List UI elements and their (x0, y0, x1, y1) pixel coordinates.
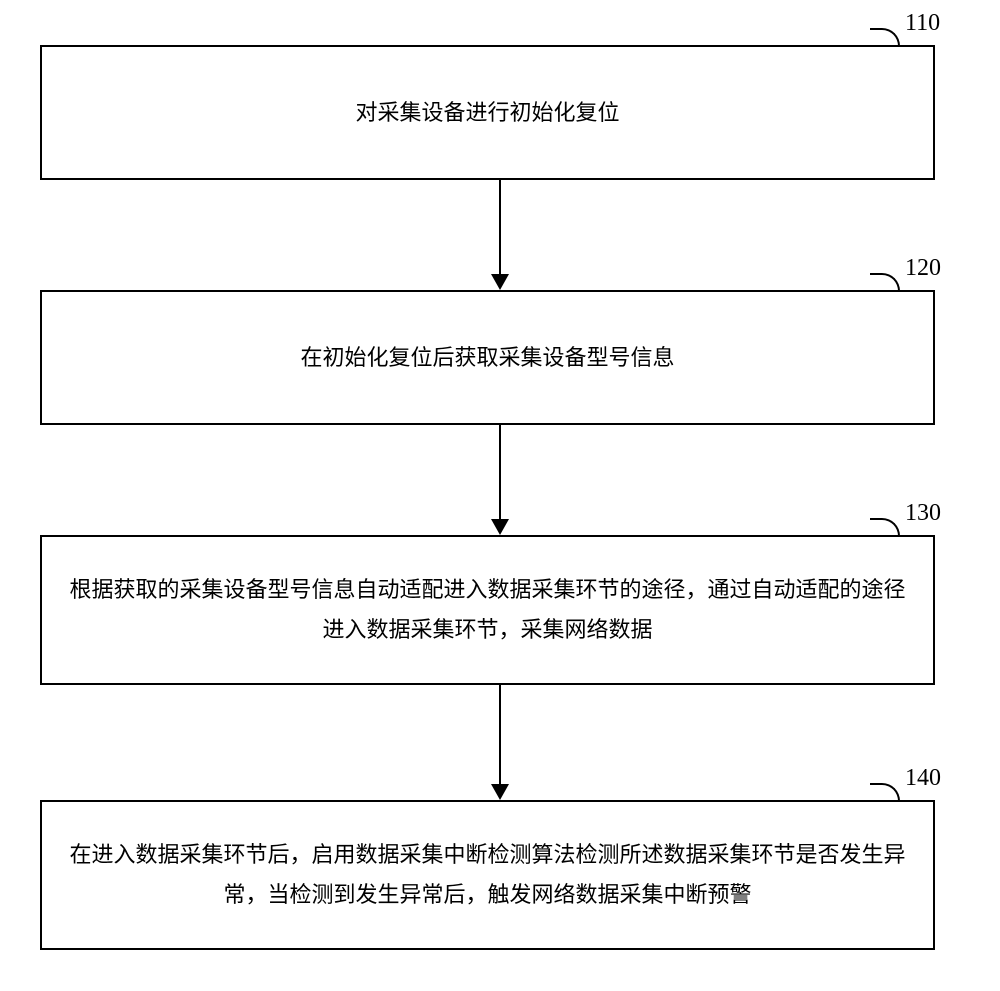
label-140: 140 (905, 765, 941, 792)
flow-box-110-text: 对采集设备进行初始化复位 (355, 93, 619, 133)
arrow-head-2 (491, 519, 509, 535)
flow-box-140-text: 在进入数据采集环节后，启用数据采集中断检测算法检测所述数据采集环节是否发生异常，… (67, 835, 908, 914)
arrow-head-1 (491, 274, 509, 290)
flow-box-120-text: 在初始化复位后获取采集设备型号信息 (300, 338, 674, 378)
flowchart-container: 110 对采集设备进行初始化复位 120 在初始化复位后获取采集设备型号信息 1… (0, 0, 1000, 991)
flow-box-130: 根据获取的采集设备型号信息自动适配进入数据采集环节的途径，通过自动适配的途径进入… (40, 535, 935, 685)
flow-box-140: 在进入数据采集环节后，启用数据采集中断检测算法检测所述数据采集环节是否发生异常，… (40, 800, 935, 950)
label-110: 110 (905, 10, 940, 37)
flow-box-110: 对采集设备进行初始化复位 (40, 45, 935, 180)
flow-box-130-text: 根据获取的采集设备型号信息自动适配进入数据采集环节的途径，通过自动适配的途径进入… (67, 570, 908, 649)
arrow-line-3 (499, 685, 501, 784)
label-130: 130 (905, 500, 941, 527)
label-120: 120 (905, 255, 941, 282)
arrow-line-1 (499, 180, 501, 274)
flow-box-120: 在初始化复位后获取采集设备型号信息 (40, 290, 935, 425)
arrow-head-3 (491, 784, 509, 800)
arrow-line-2 (499, 425, 501, 519)
